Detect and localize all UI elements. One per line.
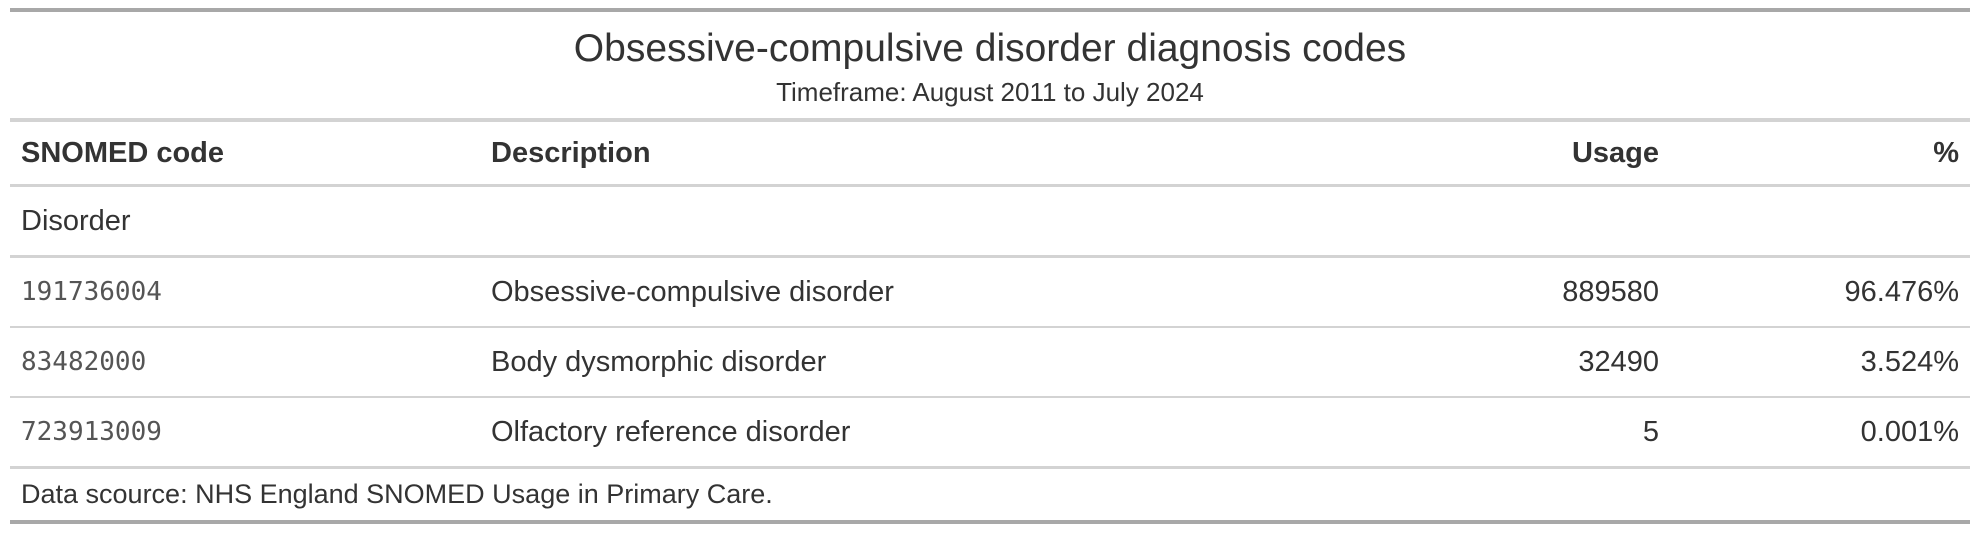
table-subtitle: Timeframe: August 2011 to July 2024 (776, 77, 1204, 107)
group-label: Disorder (10, 185, 1970, 258)
table-row: 723913009 Olfactory reference disorder 5… (10, 397, 1970, 469)
group-row: Disorder (10, 185, 1970, 258)
percent-cell: 0.001% (1670, 397, 1970, 469)
column-header-percent: % (1670, 122, 1970, 187)
snomed-code-cell: 191736004 (10, 256, 480, 328)
table-title: Obsessive-compulsive disorder diagnosis … (573, 27, 1407, 70)
table-source-note: Data scource: NHS England SNOMED Usage i… (10, 469, 1970, 524)
snomed-code-cell: 83482000 (10, 327, 480, 398)
percent-cell: 3.524% (1670, 327, 1970, 398)
usage-cell: 32490 (1240, 327, 1670, 398)
column-header-code: SNOMED code (10, 122, 480, 187)
percent-cell: 96.476% (1670, 256, 1970, 328)
description-cell: Body dysmorphic disorder (480, 327, 1240, 398)
table-row: 83482000 Body dysmorphic disorder 32490 … (10, 327, 1970, 398)
usage-cell: 889580 (1240, 256, 1670, 328)
column-header-description: Description (480, 122, 1240, 187)
column-header-usage: Usage (1240, 122, 1670, 187)
codes-table: SNOMED code Description Usage % Disorder… (10, 122, 1970, 469)
description-cell: Obsessive-compulsive disorder (480, 256, 1240, 328)
snomed-code-cell: 723913009 (10, 397, 480, 469)
table-header: Obsessive-compulsive disorder diagnosis … (10, 8, 1970, 122)
diagnosis-codes-table: Obsessive-compulsive disorder diagnosis … (10, 8, 1970, 524)
column-header-row: SNOMED code Description Usage % (10, 122, 1970, 187)
table-row: 191736004 Obsessive-compulsive disorder … (10, 256, 1970, 328)
usage-cell: 5 (1240, 397, 1670, 469)
description-cell: Olfactory reference disorder (480, 397, 1240, 469)
